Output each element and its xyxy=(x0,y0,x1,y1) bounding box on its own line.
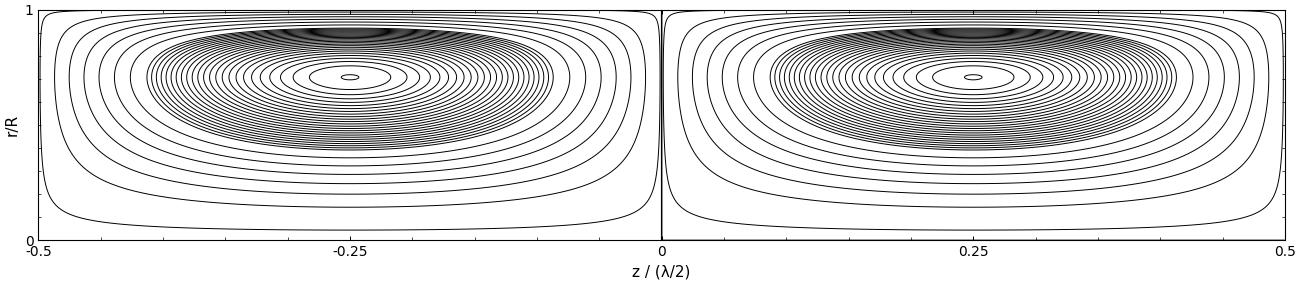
Y-axis label: r/R: r/R xyxy=(4,114,20,136)
X-axis label: z / (λ/2): z / (λ/2) xyxy=(633,265,690,280)
